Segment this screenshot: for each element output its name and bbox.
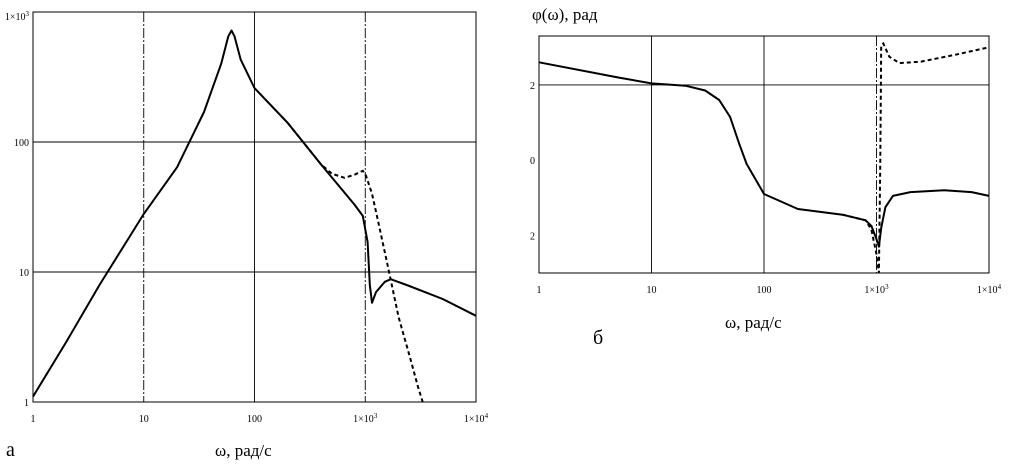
x-tick-label: 1 xyxy=(31,414,36,425)
series-line-dotted xyxy=(842,41,990,274)
panel-b-grid xyxy=(539,36,989,273)
panel-a-grid xyxy=(33,12,476,402)
panel-b-title: φ(ω), рад xyxy=(532,5,598,24)
panel-b-x-ticks: 1 10 100 1×103 1×104 xyxy=(537,283,1002,296)
panel-b-frame xyxy=(538,35,990,274)
y-tick-label: 10 xyxy=(19,268,29,279)
y-tick-label: 0 xyxy=(530,156,535,167)
x-tick-label: 1 xyxy=(537,285,542,296)
panel-a-x-ticks: 1 10 100 1×103 1×104 xyxy=(31,412,489,425)
y-tick-label: 1 xyxy=(24,398,29,409)
y-tick-label: 2 xyxy=(530,81,535,92)
y-tick-label: 2 xyxy=(530,231,535,242)
panel-b-letter: б xyxy=(593,327,603,349)
x-tick-label: 1×103 xyxy=(864,283,889,296)
panel-b-y-ticks: 2 0 2 xyxy=(530,81,535,242)
panel-a-frame xyxy=(32,11,477,403)
panel-a-magnitude-plot: 1 10 100 1×103 1×104 1 10 100 1×103 ω, рад/с а xyxy=(5,10,489,461)
x-tick-label: 1×104 xyxy=(977,283,1002,296)
x-tick-label: 10 xyxy=(647,285,657,296)
y-tick-label: 100 xyxy=(14,138,29,149)
x-tick-label: 100 xyxy=(757,285,772,296)
x-tick-label: 1×104 xyxy=(464,412,489,425)
panel-a-y-ticks: 1 10 100 1×103 xyxy=(5,10,30,409)
x-tick-label: 100 xyxy=(247,414,262,425)
series-line-dotted xyxy=(287,122,424,403)
panel-b-series xyxy=(538,41,990,274)
y-tick-label: 1×103 xyxy=(5,10,30,23)
x-tick-label: 1×103 xyxy=(353,412,378,425)
x-tick-label: 10 xyxy=(139,414,149,425)
panel-b-phase-plot: φ(ω), рад 1 10 100 1×103 1×104 202 ω, рад/с … xyxy=(530,5,1002,349)
panel-b-x-axis-label: ω, рад/с xyxy=(725,313,782,332)
panel-a-letter: а xyxy=(6,439,15,461)
panel-a-x-axis-label: ω, рад/с xyxy=(215,441,272,460)
panel-a-series xyxy=(32,29,477,403)
